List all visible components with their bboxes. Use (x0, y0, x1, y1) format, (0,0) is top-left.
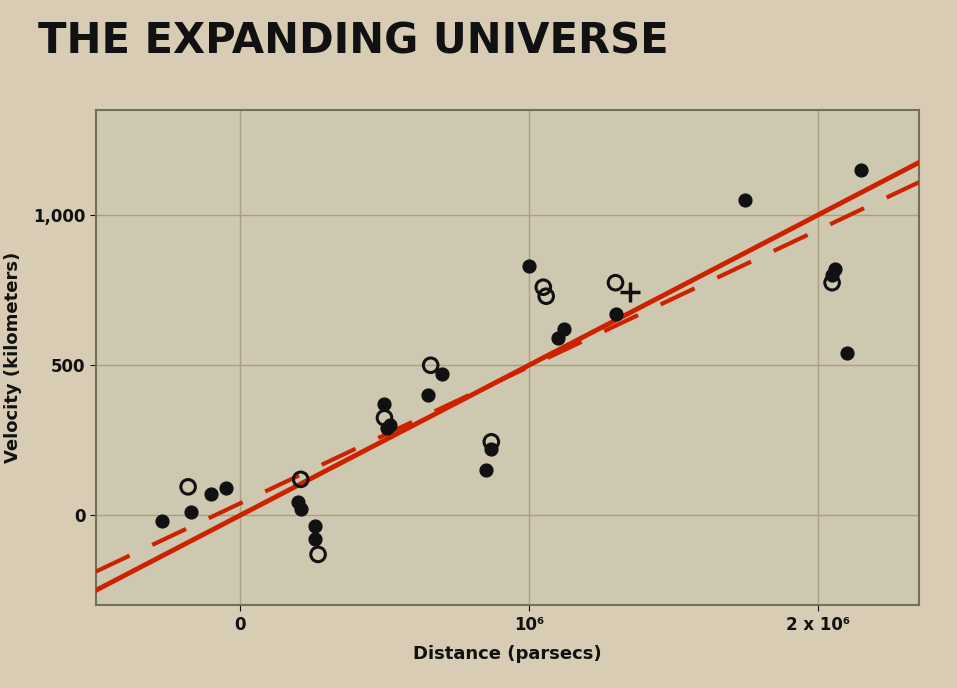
Point (608, 309, 623, 320)
Point (539, 291, 554, 302)
Point (522, 261, 537, 272)
Point (377, 412, 392, 423)
Point (483, 444, 499, 455)
Point (310, 549, 325, 560)
Point (307, 520, 323, 531)
Point (483, 436, 499, 447)
Point (839, 347, 855, 358)
Point (608, 277, 623, 288)
Point (556, 324, 571, 335)
Point (423, 360, 438, 371)
Point (380, 423, 395, 434)
Point (420, 390, 435, 401)
Y-axis label: Velocity (kilometers): Velocity (kilometers) (4, 252, 22, 464)
Point (827, 264, 842, 275)
Point (181, 482, 196, 493)
Point (184, 507, 199, 518)
Point (293, 504, 308, 515)
Text: THE EXPANDING UNIVERSE: THE EXPANDING UNIVERSE (38, 21, 669, 63)
Point (307, 534, 323, 545)
Point (290, 496, 305, 507)
Point (478, 465, 493, 476)
Point (204, 489, 219, 500)
Point (550, 333, 566, 344)
Point (154, 516, 169, 527)
Point (383, 420, 398, 431)
Point (824, 270, 839, 281)
X-axis label: Distance (parsecs): Distance (parsecs) (412, 645, 602, 663)
Point (854, 164, 869, 175)
Point (824, 277, 839, 288)
Point (434, 369, 450, 380)
Point (738, 195, 753, 206)
Point (218, 483, 234, 494)
Point (536, 281, 551, 292)
Point (293, 474, 308, 485)
Point (377, 399, 392, 410)
